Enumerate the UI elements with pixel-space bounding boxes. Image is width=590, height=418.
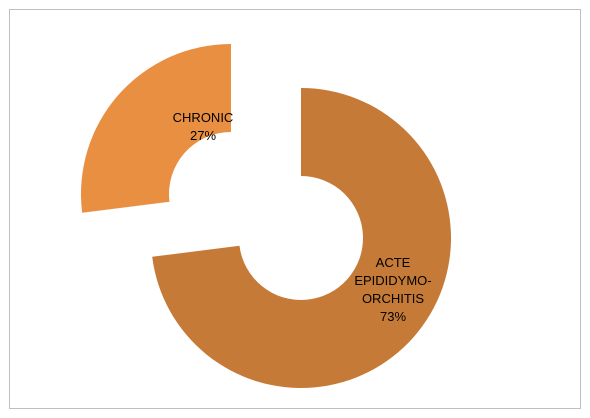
slice-0: [152, 88, 451, 388]
slice-1: [80, 44, 231, 213]
slice-label-1: CHRONIC 27%: [173, 110, 234, 143]
slice-label-0: ACTE EPIDIDYMO-ORCHITIS 73%: [354, 255, 431, 324]
